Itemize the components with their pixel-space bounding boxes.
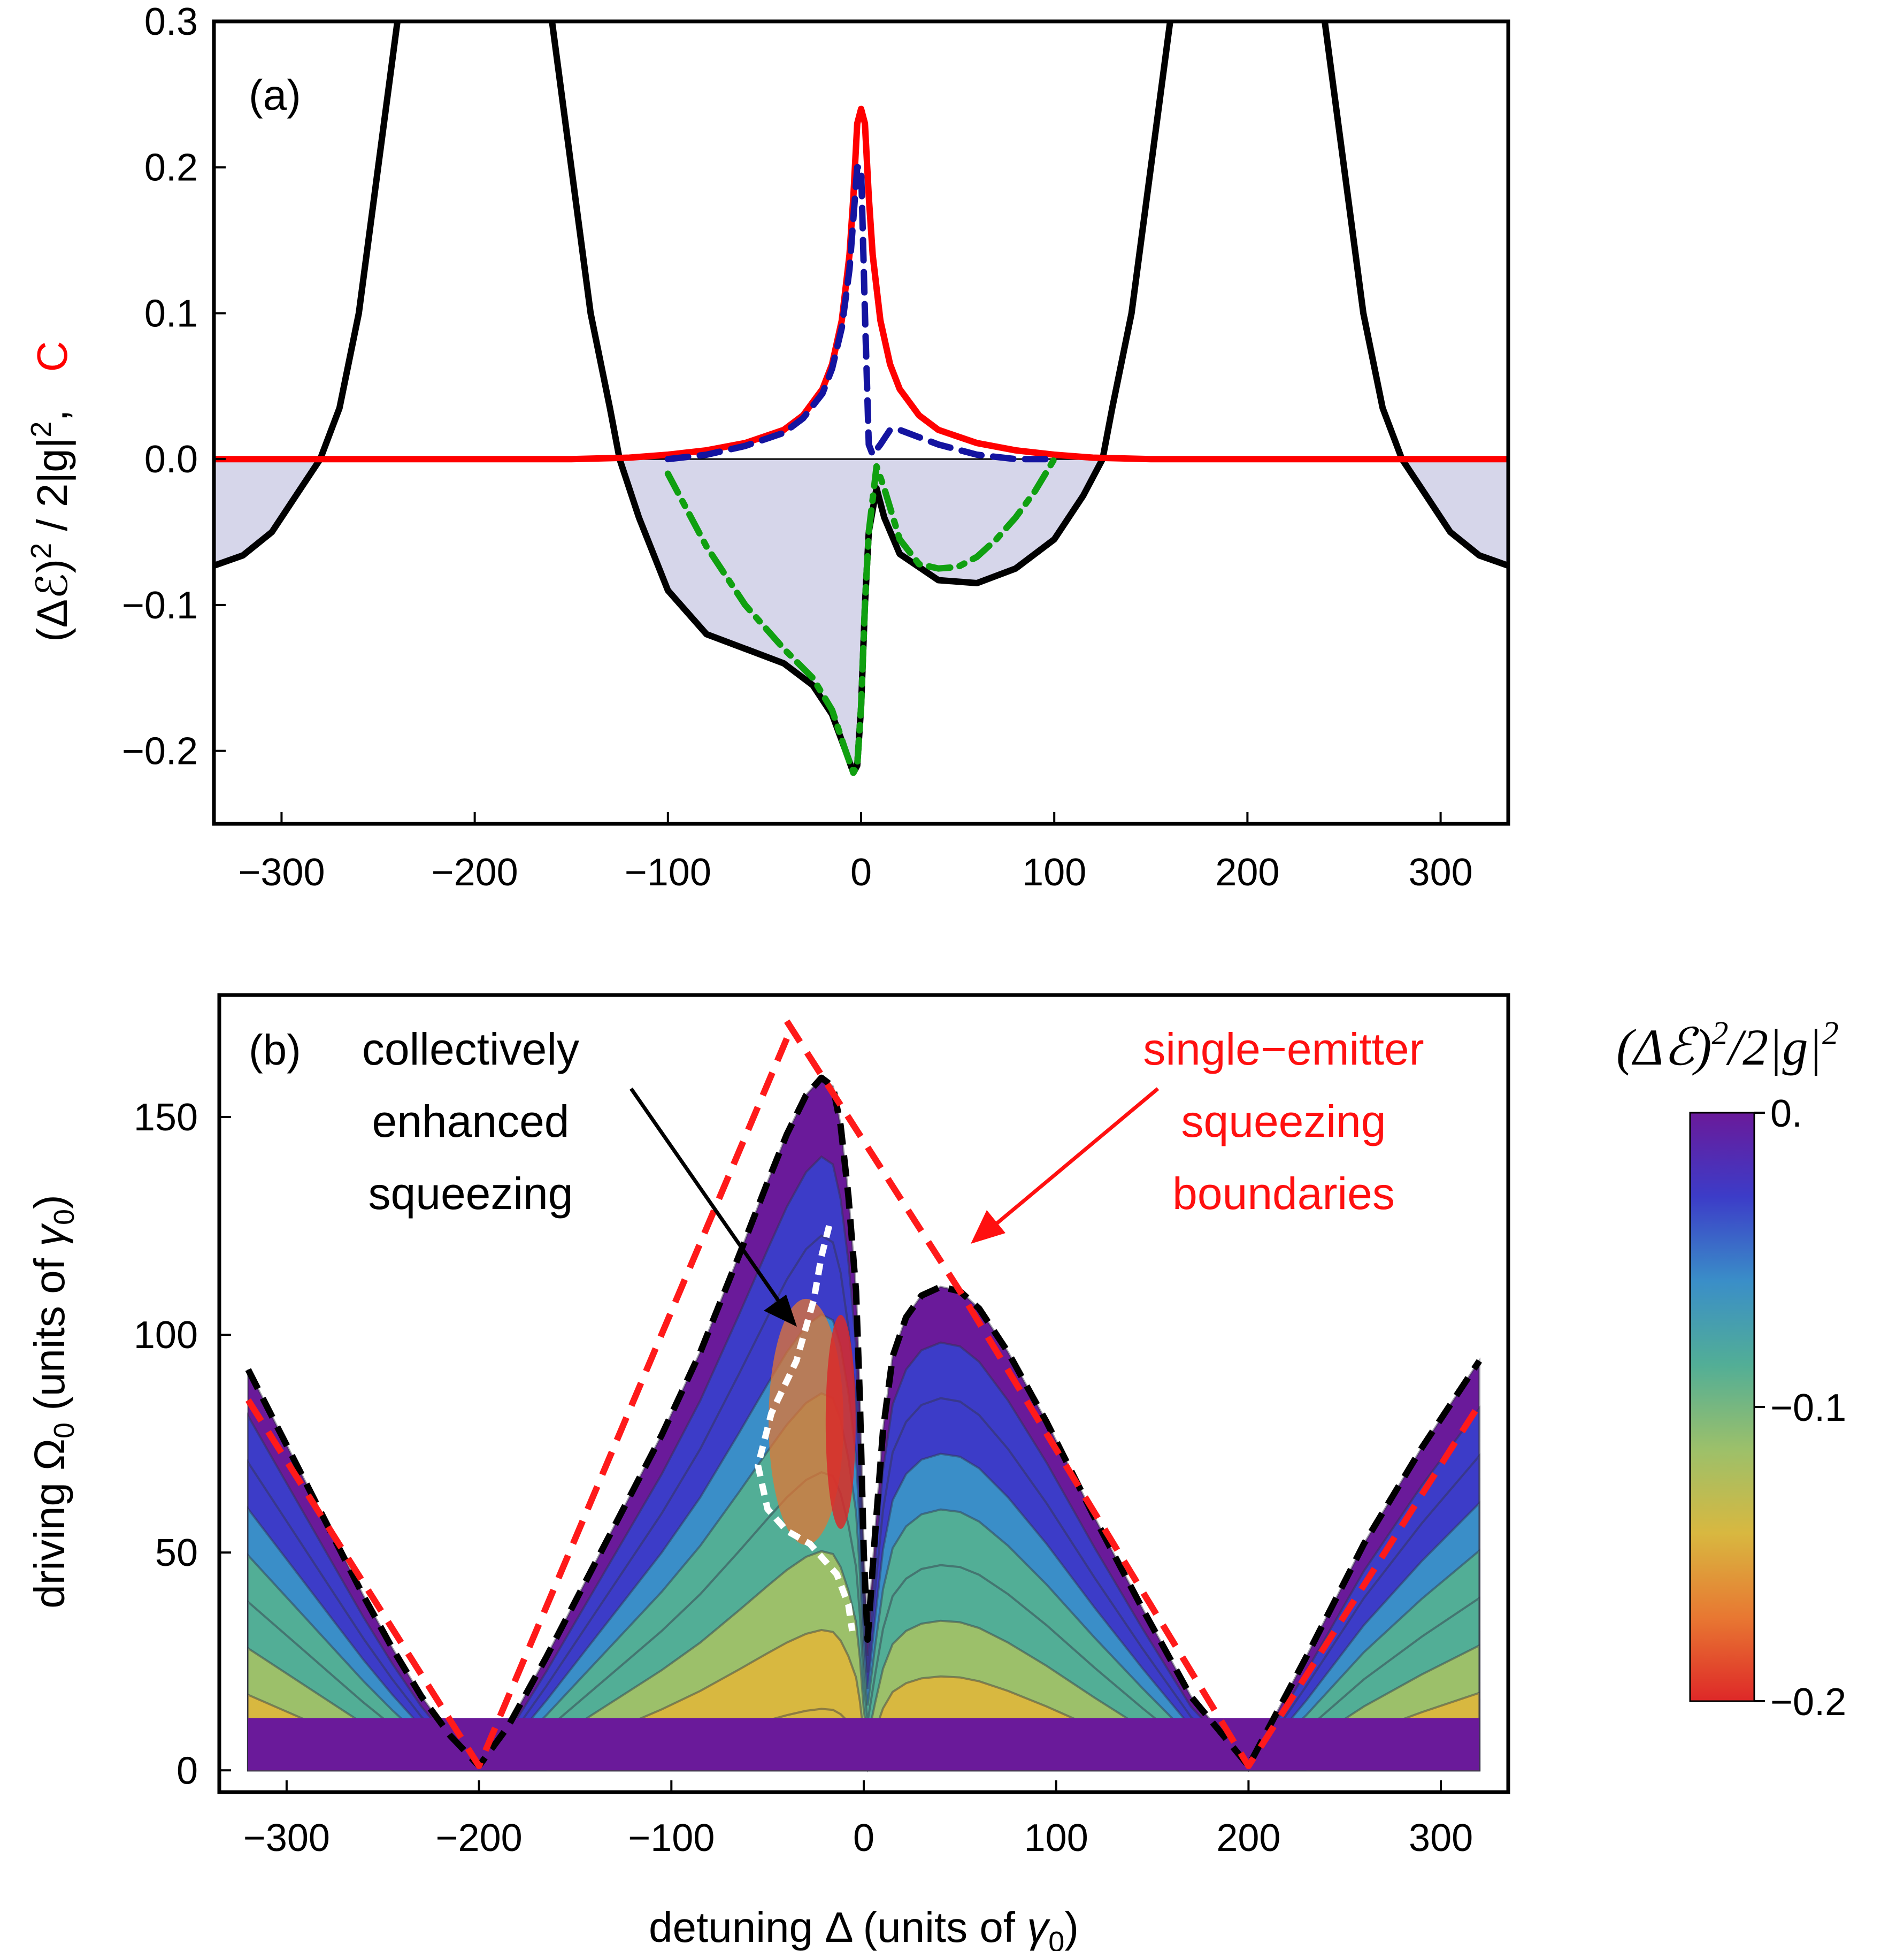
x-tick-label: −200 (432, 851, 518, 894)
x-tick-label: −200 (436, 1817, 523, 1860)
ylabel-part-delta-e: (Δℰ) (28, 559, 76, 642)
ylabel-b-gamma: γ (26, 1223, 73, 1246)
panel-b-ylabel: driving Ω0 (units of γ0) (26, 1195, 80, 1608)
panel-b-xlabel: detuning Δ (units of γ0) (649, 1903, 1079, 1951)
panel-a-series (214, 21, 1508, 776)
annotation-single-emitter: single−emitter squeezing boundaries (971, 1024, 1424, 1244)
y-tick-label: −0.1 (122, 584, 198, 627)
annotation-single-emitter-arrow-shaft (993, 1087, 1160, 1227)
y-tick-label: 0.2 (144, 147, 198, 189)
y-tick-label: 150 (134, 1096, 198, 1139)
annotation-collective: collectively enhanced squeezing (362, 1024, 797, 1327)
y-tick-label: 0 (176, 1749, 198, 1792)
annotation-collective-arrowhead (764, 1295, 797, 1327)
panel-b-boundaries (245, 1019, 1483, 1770)
panel-b: −300 −200 −100 0 100 200 300 0 50 100 150 (b) col… (26, 993, 1510, 1951)
y-tick-label: 0.0 (144, 438, 198, 481)
panel-a-x-ticks: −300 −200 −100 0 100 200 300 (238, 812, 1473, 894)
x-tick-label: 300 (1409, 851, 1473, 894)
x-tick-label: 200 (1216, 1817, 1280, 1860)
x-tick-label: 0 (853, 1817, 874, 1860)
x-tick-label: 100 (1024, 1817, 1088, 1860)
xlabel-gamma: γ (1027, 1903, 1050, 1951)
ylabel-b-part-units: (units of (26, 1246, 73, 1422)
x-tick-label: −300 (243, 1817, 330, 1860)
boundary-red-dashed-0 (245, 1037, 790, 1770)
series-green-dashdot (664, 456, 1058, 776)
heatmap-core-red (825, 1314, 856, 1529)
colorbar-title-part-1: (Δℰ) (1616, 1019, 1711, 1076)
y-tick-label: 0.1 (144, 292, 198, 335)
x-tick-label: 0 (850, 851, 872, 894)
y-tick-label: 50 (155, 1532, 198, 1574)
heatmap-area (247, 1076, 1481, 1773)
x-tick-label: 100 (1022, 851, 1086, 894)
annotation-single-emitter-line-3: boundaries (1172, 1168, 1395, 1219)
xlabel-part-detuning: detuning Δ (units of (649, 1903, 1027, 1951)
annotation-single-emitter-line-1: single−emitter (1143, 1024, 1424, 1074)
annotation-single-emitter-line-2: squeezing (1181, 1096, 1386, 1146)
x-tick-label: 300 (1409, 1817, 1473, 1860)
colorbar-tick-label: 0. (1770, 1092, 1802, 1135)
heatmap-floor (248, 1718, 1480, 1771)
colorbar-title-part-2: /2|g| (1725, 1019, 1822, 1076)
colorbar-tick-label: −0.1 (1770, 1387, 1846, 1429)
colorbar-title-sup-1: 2 (1711, 1015, 1728, 1052)
squeezing-fill-area (214, 459, 1508, 773)
ylabel-part-c: C (28, 341, 76, 372)
annotation-collective-arrow-shaft (629, 1088, 785, 1309)
colorbar: (Δℰ)2/2|g|2 0.−0.1−0.2 (1616, 1015, 1846, 1724)
xlabel-sub: 0 (1048, 1926, 1064, 1951)
ylabel-b-sub-1: 0 (48, 1422, 80, 1439)
panel-b-label: (b) (249, 1026, 301, 1074)
ylabel-sup-1: 2 (25, 543, 57, 559)
annotation-collective-line-1: collectively (362, 1024, 579, 1074)
colorbar-title-sup-2: 2 (1822, 1015, 1839, 1052)
colorbar-gradient (1689, 1112, 1755, 1702)
colorbar-tick-label: −0.2 (1770, 1681, 1846, 1724)
x-tick-label: 200 (1215, 851, 1279, 894)
boundary-red-dashed-1 (784, 1019, 1483, 1770)
x-tick-label: −100 (625, 851, 711, 894)
ylabel-b-close: ) (26, 1195, 73, 1209)
ylabel-comma: , (28, 409, 76, 421)
y-tick-label: −0.2 (122, 730, 198, 773)
annotation-collective-line-2: enhanced (372, 1096, 569, 1146)
colorbar-ticks: 0. −0.1 −0.2 (1754, 1092, 1846, 1724)
y-tick-label: 0.3 (144, 1, 198, 43)
boundary-white-dotted (755, 1225, 856, 1632)
x-tick-label: −100 (628, 1817, 715, 1860)
panel-b-x-ticks: −300 −200 −100 0 100 200 300 (243, 1780, 1473, 1860)
squeezing-fill (214, 459, 1508, 773)
panel-a: −300 −200 −100 0 100 200 300 −0.2 −0.1 0.0 0.1 0.2… (25, 1, 1510, 894)
annotation-single-emitter-arrowhead (971, 1210, 1005, 1244)
y-tick-label: 100 (134, 1314, 198, 1357)
annotation-collective-line-3: squeezing (368, 1168, 573, 1219)
panel-a-label: (a) (249, 71, 301, 119)
series-blue-dashed (664, 164, 1058, 463)
panel-b-y-ticks: 0 50 100 150 (134, 1096, 231, 1792)
ylabel-b-part-driving: driving Ω (26, 1439, 73, 1609)
heatmap-core-orange (769, 1298, 844, 1545)
ylabel-b-sub-2: 0 (48, 1209, 80, 1225)
panel-a-y-ticks: −0.2 −0.1 0.0 0.1 0.2 0.3 (122, 1, 226, 773)
panel-a-ylabel: (Δℰ)2 / 2|g|2,C (25, 341, 76, 642)
x-tick-label: −300 (238, 851, 325, 894)
ylabel-part-g: / 2|g| (28, 438, 76, 543)
xlabel-close: ) (1064, 1903, 1079, 1951)
ylabel-sup-2: 2 (25, 422, 57, 438)
colorbar-title: (Δℰ)2/2|g|2 (1616, 1015, 1839, 1076)
series-C (214, 105, 1508, 463)
